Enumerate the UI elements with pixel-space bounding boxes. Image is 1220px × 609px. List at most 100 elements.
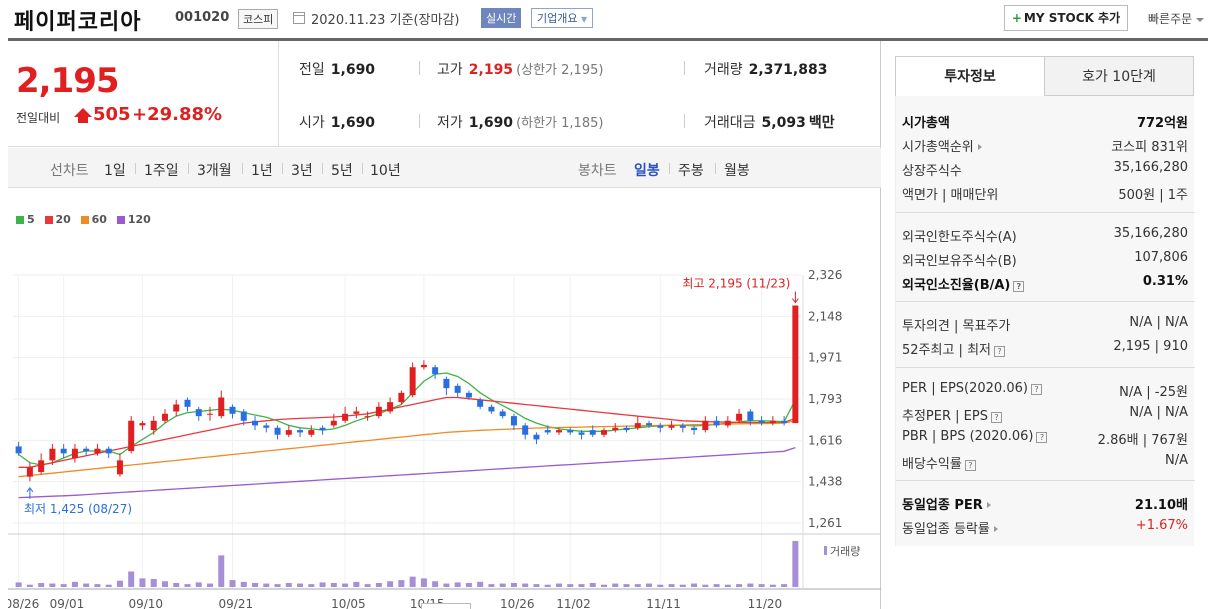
volume-bar bbox=[499, 583, 506, 587]
ma-line-60 bbox=[18, 420, 796, 478]
volume-bar bbox=[781, 584, 788, 587]
volume-bar bbox=[375, 582, 382, 587]
info-row: 외국인한도주식수(A) 35,166,280 bbox=[902, 224, 1188, 246]
tab-monthly-candle[interactable]: 월봉 bbox=[724, 163, 750, 179]
help-icon[interactable]: ? bbox=[964, 460, 976, 471]
legend-ma5: 5 bbox=[16, 213, 35, 226]
volume-bar bbox=[38, 582, 45, 587]
help-icon[interactable]: ? bbox=[990, 412, 1002, 423]
x-tick-label: 11/20 bbox=[748, 597, 783, 609]
info-row: 외국인보유주식수(B) 107,806 bbox=[902, 248, 1188, 270]
volume-bar bbox=[83, 583, 90, 587]
volume-bar bbox=[330, 582, 337, 587]
info-row: 배당수익률? N/A bbox=[902, 451, 1188, 473]
volume-bar bbox=[26, 584, 33, 587]
volume-bar bbox=[308, 584, 315, 587]
candle-body bbox=[420, 364, 427, 368]
realtime-button[interactable]: 실시간 bbox=[481, 8, 522, 28]
y-tick-label: 1,971 bbox=[808, 351, 842, 365]
tab-invest-info[interactable]: 투자정보 bbox=[895, 56, 1045, 96]
stat-high-limit: (상한가 2,195) bbox=[516, 63, 604, 78]
tab-1year[interactable]: 1년 bbox=[251, 163, 273, 179]
candle-body bbox=[398, 392, 405, 403]
info-row-label-text: 외국인보유주식수(B) bbox=[902, 254, 1017, 269]
candle-body bbox=[781, 420, 788, 424]
divider bbox=[896, 301, 1195, 302]
candle-body bbox=[252, 420, 259, 426]
stat-low-label: 저가 bbox=[437, 115, 463, 131]
help-icon[interactable]: ? bbox=[1013, 281, 1025, 292]
tab-5year[interactable]: 5년 bbox=[331, 163, 353, 179]
candle-body bbox=[26, 467, 33, 477]
info-row-label: 외국인한도주식수(A) bbox=[902, 226, 1017, 245]
candle-body bbox=[555, 430, 562, 433]
candle-body bbox=[454, 385, 461, 393]
candle-body bbox=[499, 411, 506, 417]
volume-bar bbox=[601, 584, 607, 587]
volume-bar bbox=[184, 584, 191, 587]
tab-3year[interactable]: 3년 bbox=[291, 163, 313, 179]
candle-body bbox=[758, 420, 765, 424]
price-chart[interactable]: 5 20 60 120 2,326 2,148 1,971 1,793 1,616 1,4… bbox=[8, 189, 881, 609]
tab-weekly-candle[interactable]: 주봉 bbox=[678, 163, 704, 179]
tab-1week[interactable]: 1주일 bbox=[144, 163, 179, 179]
quick-order-dropdown[interactable]: 빠른주문 bbox=[1148, 10, 1204, 27]
volume-bar bbox=[60, 584, 67, 587]
help-icon[interactable]: ? bbox=[1030, 384, 1042, 395]
candle-body bbox=[319, 427, 326, 431]
candle-body bbox=[195, 409, 202, 417]
tab-10year[interactable]: 10년 bbox=[370, 163, 401, 179]
chevron-right-icon[interactable] bbox=[986, 502, 991, 508]
up-arrow-icon bbox=[74, 108, 92, 123]
volume-bar bbox=[207, 583, 213, 587]
candle-body bbox=[702, 420, 709, 431]
volume-bar bbox=[769, 584, 776, 587]
legend-label: 20 bbox=[55, 213, 71, 226]
volume-bar bbox=[747, 583, 754, 587]
collapse-toggle[interactable] bbox=[421, 603, 471, 609]
info-row-label-text: 외국인소진율(B/A) bbox=[902, 278, 1011, 293]
volume-bar bbox=[691, 583, 698, 587]
divider bbox=[896, 212, 1195, 213]
info-row: 액면가 | 매매단위 500원 | 1주 bbox=[902, 182, 1188, 204]
company-overview-dropdown[interactable]: 기업개요 ▼ bbox=[531, 8, 594, 28]
info-row-label: PBR | BPS (2020.06)? bbox=[902, 429, 1048, 444]
volume-bar bbox=[353, 581, 360, 587]
info-row-value: 2,195 | 910 bbox=[1113, 339, 1188, 354]
help-icon[interactable]: ? bbox=[1036, 432, 1048, 443]
candle-body bbox=[94, 448, 101, 454]
info-row: 시가총액순위 코스피 831위 bbox=[902, 134, 1188, 156]
volume-bar bbox=[510, 582, 517, 587]
add-mystock-button[interactable]: + MY STOCK 추가 bbox=[1004, 5, 1128, 31]
info-row-label: 시가총액순위 bbox=[902, 136, 982, 155]
volume-bar bbox=[297, 583, 304, 587]
candle-body bbox=[274, 427, 281, 435]
legend-swatch bbox=[44, 216, 53, 224]
divider bbox=[896, 480, 1195, 481]
chevron-right-icon[interactable] bbox=[977, 144, 982, 150]
stat-high-value: 2,195 bbox=[468, 62, 514, 78]
tab-daily-candle[interactable]: 일봉 bbox=[634, 163, 660, 179]
help-icon[interactable]: ? bbox=[994, 346, 1005, 357]
legend-label: 120 bbox=[127, 213, 151, 226]
tab-orderbook-10[interactable]: 호가 10단계 bbox=[1044, 56, 1194, 96]
info-row: 동일업종 PER 21.10배 bbox=[902, 492, 1188, 514]
volume-bar bbox=[116, 580, 123, 587]
volume-bar bbox=[668, 584, 675, 587]
volume-bar bbox=[240, 581, 247, 587]
candle-body bbox=[443, 378, 450, 389]
candle-body bbox=[105, 448, 112, 454]
legend-swatch bbox=[116, 216, 125, 224]
candle-body bbox=[150, 420, 157, 431]
volume-bar bbox=[94, 584, 101, 587]
chevron-right-icon[interactable] bbox=[993, 526, 998, 532]
info-row-label-text: 시가총액순위 bbox=[902, 140, 974, 155]
candle-body bbox=[657, 425, 664, 428]
stat-low-value: 1,690 bbox=[468, 115, 514, 131]
info-row-label: 상장주식수 bbox=[902, 160, 962, 179]
divider bbox=[188, 163, 189, 174]
volume-bar bbox=[477, 581, 484, 587]
candle-body bbox=[668, 425, 675, 428]
tab-3month[interactable]: 3개월 bbox=[197, 163, 232, 179]
tab-1day[interactable]: 1일 bbox=[104, 163, 126, 179]
